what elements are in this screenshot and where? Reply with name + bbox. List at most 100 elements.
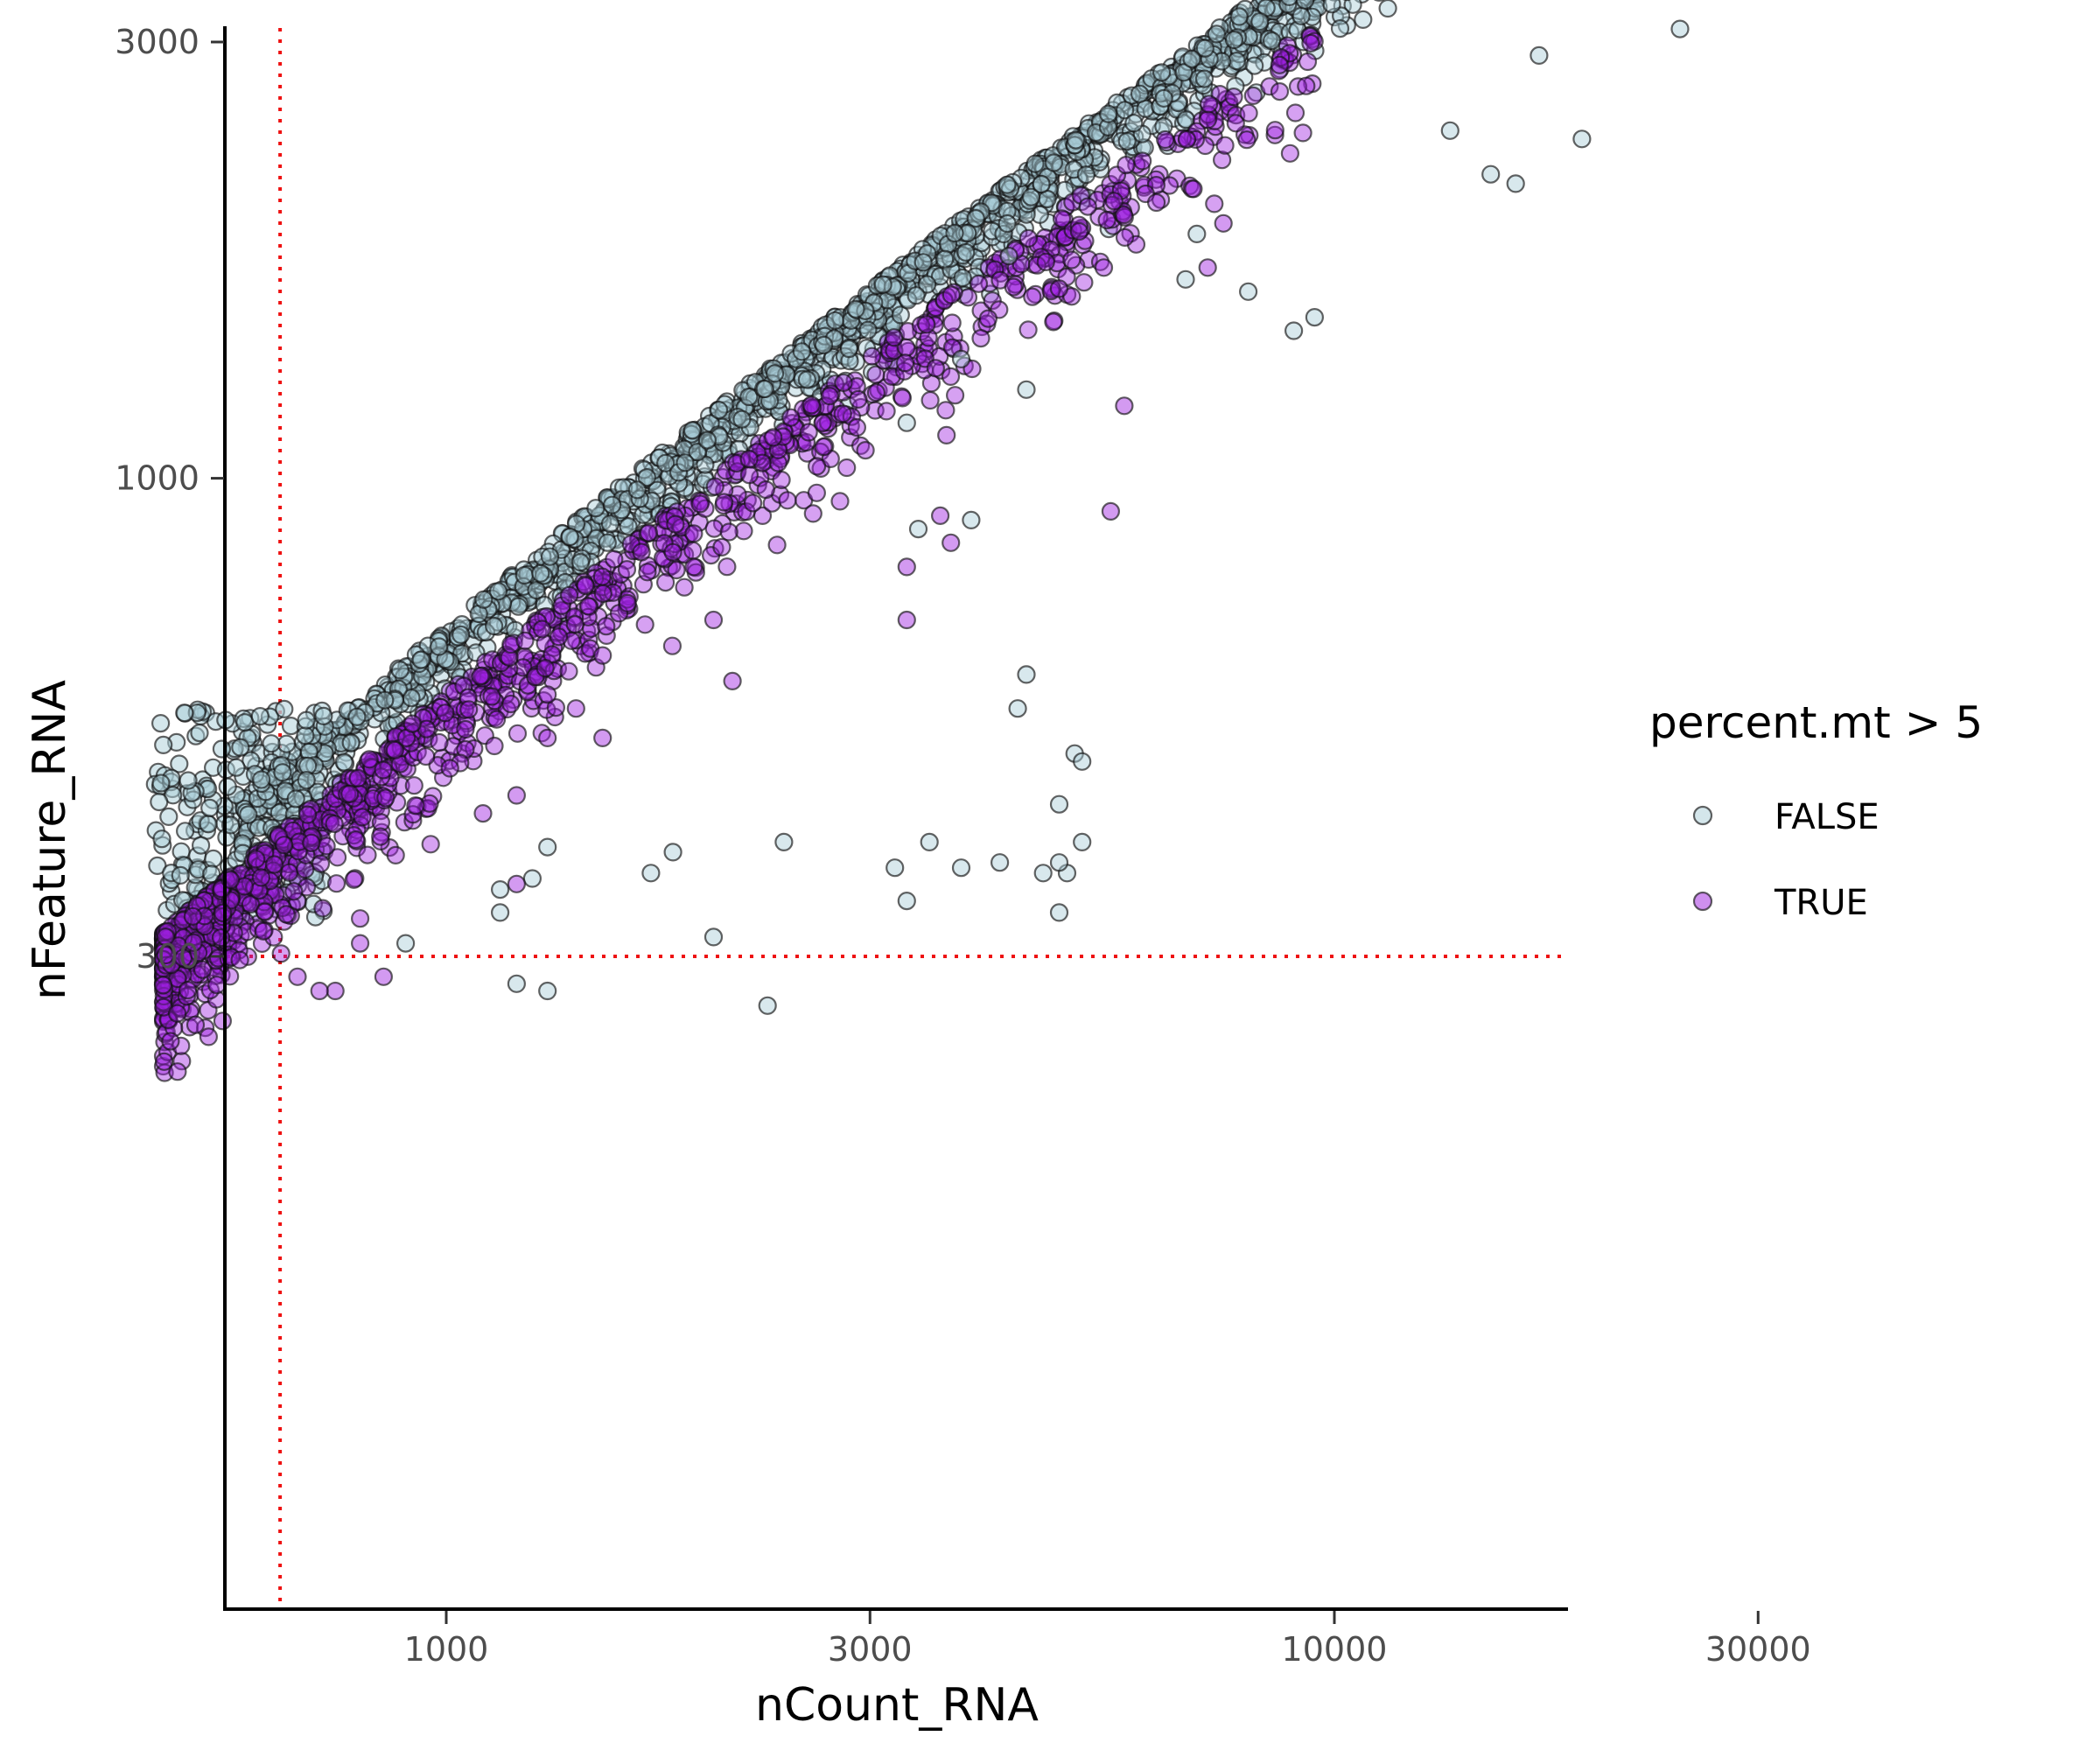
data-point-true — [920, 390, 940, 410]
data-point-true — [1285, 103, 1306, 122]
data-point-true — [186, 1015, 206, 1034]
data-point-true — [675, 578, 694, 597]
data-point-false — [297, 710, 316, 730]
data-point-false — [1245, 56, 1264, 75]
data-point-true — [704, 519, 724, 538]
data-point-true — [1198, 110, 1217, 130]
data-point-true — [1097, 210, 1116, 230]
data-point-true — [945, 386, 965, 405]
data-point-false-outlier — [1073, 752, 1092, 771]
data-point-true — [705, 477, 724, 496]
data-point-true — [1036, 252, 1055, 271]
data-point-true — [1052, 209, 1072, 228]
data-point-true — [1069, 221, 1088, 242]
data-point-true-outlier — [897, 610, 916, 630]
data-point-true — [1062, 250, 1082, 270]
data-point-false-outlier — [951, 858, 971, 878]
data-point-true — [1177, 130, 1197, 150]
data-point-false — [765, 364, 785, 383]
data-point-true — [211, 928, 231, 948]
data-point-false — [1250, 12, 1270, 32]
data-point-false-outlier — [490, 879, 510, 900]
data-point-false — [1378, 0, 1397, 18]
data-point-true — [941, 367, 961, 386]
legend-title: percent.mt > 5 — [1649, 697, 1983, 748]
data-point-true — [593, 584, 612, 604]
data-point-true — [153, 976, 173, 995]
data-point-true-outlier — [507, 786, 527, 805]
data-point-true — [877, 402, 896, 421]
data-point-false — [341, 733, 360, 752]
data-point-true — [756, 480, 775, 500]
data-point-false — [199, 815, 218, 834]
data-point-true — [1224, 87, 1243, 107]
data-point-true — [1237, 130, 1256, 150]
data-point-true — [807, 483, 827, 502]
data-point-true — [214, 903, 233, 923]
data-point-false — [1044, 153, 1064, 172]
data-point-false — [1076, 165, 1096, 185]
data-point-false-outlier — [908, 519, 928, 539]
data-point-true — [482, 687, 501, 706]
data-point-false — [192, 836, 211, 855]
data-point-false — [1152, 63, 1172, 82]
data-point-true — [559, 662, 578, 681]
data-point-true — [1115, 228, 1135, 247]
data-point-false — [152, 830, 172, 849]
data-point-true — [1074, 273, 1094, 292]
data-point-true — [1270, 81, 1290, 102]
data-point-true-outlier — [566, 699, 585, 718]
data-point-true — [430, 732, 449, 752]
data-point-true — [895, 354, 915, 373]
reference-lines — [227, 28, 1568, 1608]
data-point-false — [930, 267, 950, 286]
data-point-true-outlier — [723, 671, 742, 691]
data-point-false — [231, 738, 250, 757]
data-point-false — [227, 758, 246, 777]
x-tick-label: 30000 — [1705, 1630, 1811, 1669]
data-point-true — [714, 493, 734, 512]
data-point-false — [945, 223, 964, 243]
data-point-true — [284, 882, 304, 901]
data-point-true-outlier — [538, 728, 557, 748]
data-point-false — [1343, 0, 1362, 14]
data-point-false — [1124, 114, 1144, 133]
data-point-true — [942, 285, 961, 304]
data-point-false-outlier — [1008, 699, 1027, 718]
data-point-true — [207, 975, 227, 995]
data-point-false — [998, 214, 1017, 234]
data-point-true-outlier — [473, 803, 493, 823]
data-point-false — [1182, 49, 1201, 69]
data-point-false — [998, 175, 1017, 194]
data-point-true — [739, 449, 759, 469]
data-point-true — [578, 597, 598, 616]
legend-label-false: FALSE — [1774, 797, 1880, 837]
data-point-true — [772, 470, 791, 490]
data-point-false-outlier — [1033, 864, 1053, 883]
data-point-true — [459, 700, 479, 719]
legend-entries: FALSE TRUE — [1692, 797, 1880, 923]
data-point-false — [276, 734, 296, 753]
data-point-true — [326, 874, 346, 893]
data-point-true — [471, 667, 490, 686]
data-point-true — [276, 905, 296, 924]
data-point-true — [1133, 151, 1152, 171]
data-point-true — [340, 784, 360, 803]
data-point-true — [1265, 121, 1284, 140]
data-point-true-outlier — [310, 981, 329, 1001]
data-point-true — [739, 466, 760, 485]
data-point-false — [1130, 84, 1150, 103]
data-point-false — [212, 739, 231, 759]
data-point-true — [406, 796, 425, 816]
data-point-true — [847, 417, 867, 438]
data-point-true — [807, 457, 827, 476]
data-point-false — [175, 704, 194, 723]
data-point-false — [570, 552, 591, 572]
data-point-false — [235, 712, 255, 732]
data-point-true — [802, 396, 821, 415]
data-point-false-outlier — [920, 832, 939, 852]
data-point-false — [825, 311, 845, 330]
data-point-false — [334, 752, 354, 772]
data-point-false-outlier — [1049, 853, 1069, 872]
data-point-true — [764, 428, 783, 447]
